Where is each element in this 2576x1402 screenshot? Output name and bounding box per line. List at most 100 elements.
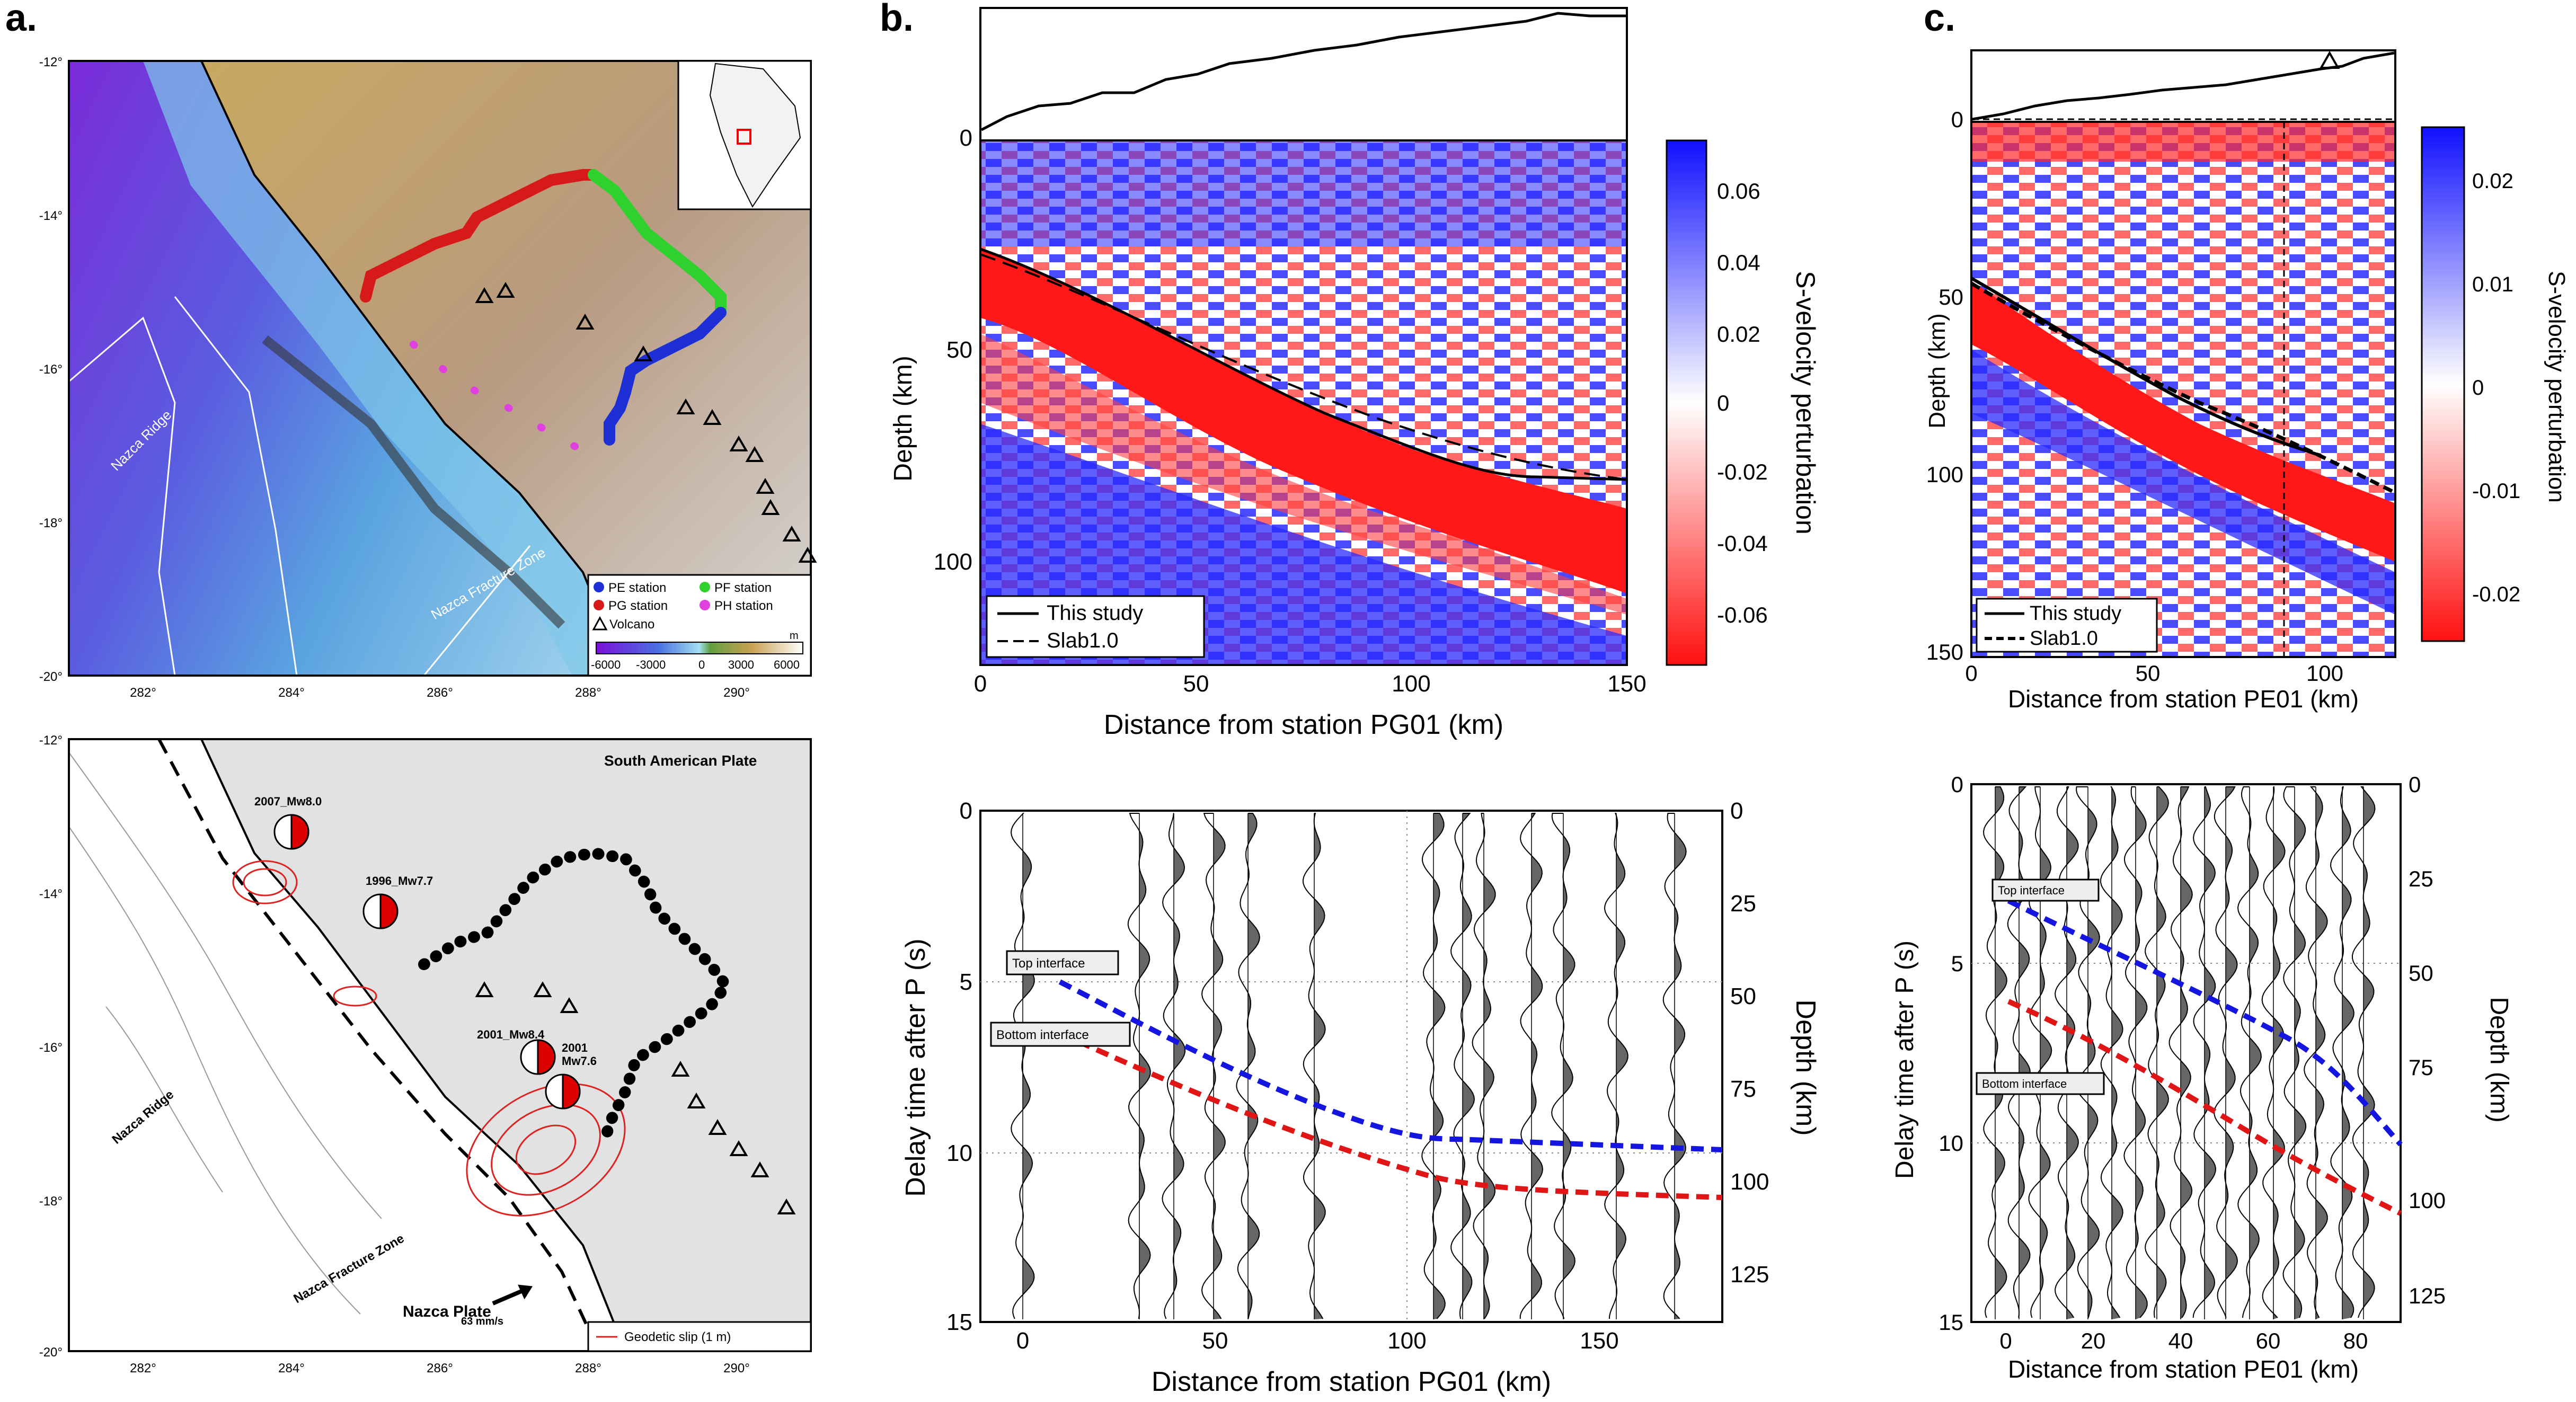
b-top-xticks: 0 50 100 150	[974, 671, 1646, 697]
xtick: 40	[2168, 1328, 2193, 1353]
legend-this-study: This study	[1047, 601, 1143, 625]
lon-tick: 282°	[130, 686, 156, 700]
ytick: 0	[1951, 107, 1963, 132]
ytick: 150	[1926, 640, 1963, 664]
lon-tick: 284°	[278, 1361, 305, 1376]
xtick: 150	[1607, 671, 1646, 697]
panel-b-letter: b.	[880, 0, 914, 39]
xtick: 50	[1202, 1328, 1228, 1354]
b-bottom-xlabel: Distance from station PG01 (km)	[1152, 1366, 1551, 1397]
c-legend-this-study: This study	[2030, 602, 2121, 625]
trace-line	[2304, 786, 2328, 1318]
inset-map	[677, 60, 812, 210]
lat-tick: -20°	[39, 1345, 63, 1360]
lat-tick: -16°	[39, 362, 63, 377]
trace-fill	[1139, 813, 1150, 1319]
ytick: 5	[960, 969, 972, 995]
topo-tick-5: 6000	[774, 658, 800, 671]
legend-pg-station: PG station	[608, 599, 668, 613]
trace-line	[1162, 813, 1186, 1319]
xtick: 60	[2256, 1328, 2281, 1353]
b-bottom-ylabel2: Depth (km)	[1790, 999, 1821, 1135]
trace-line	[2330, 786, 2354, 1318]
lat-tick: -12°	[39, 55, 63, 69]
xtick: 80	[2343, 1328, 2368, 1353]
plate-velocity-label: 63 mm/s	[461, 1316, 503, 1327]
trace-fill	[2040, 787, 2052, 1319]
trace-fill	[2112, 787, 2123, 1319]
c-legend-slab10: Slab1.0	[2030, 627, 2098, 650]
trace-fill	[1616, 813, 1628, 1319]
ytick: 100	[1926, 462, 1963, 487]
c-colorbar: 0.02 0.01 0 -0.01 -0.02 S-velocity pertu…	[2421, 126, 2570, 642]
trace-line	[2076, 786, 2100, 1318]
trace-fill	[1174, 813, 1185, 1319]
b-traces	[1010, 813, 1687, 1319]
lon-tick: 288°	[575, 1361, 601, 1376]
legend-pe-station: PE station	[608, 581, 666, 595]
topo-colorbar-unit: m	[790, 630, 799, 642]
c-bottom-ylabel2: Depth (km)	[2485, 997, 2513, 1122]
xtick: 100	[1392, 671, 1430, 697]
event-2001-76-mag: Mw7.6	[562, 1054, 597, 1068]
trace-line	[1127, 813, 1151, 1319]
top-map-lon-ticks: 282° 284° 286° 288° 290°	[130, 686, 750, 700]
trace-fill	[1563, 813, 1575, 1319]
depth-tick: 75	[2409, 1055, 2433, 1080]
depth-tick: 125	[1730, 1262, 1769, 1288]
b-bottom-ylabel: Delay time after P (s)	[900, 938, 931, 1196]
trace-line	[2237, 786, 2262, 1318]
trace-fill	[2088, 787, 2100, 1319]
tectonic-map	[68, 738, 812, 1352]
depth-tick: 125	[2409, 1283, 2446, 1308]
lon-tick: 286°	[427, 1361, 453, 1376]
c-bottom-xticks: 0 20 40 60 80	[1999, 1328, 2368, 1353]
c-top-yticks: 0 50 100 150	[1926, 107, 1963, 664]
topo-tick-3: 0	[698, 658, 705, 671]
ytick: 0	[960, 125, 972, 151]
trace-fill	[1248, 813, 1260, 1319]
bottom-map-lon-ticks: 282° 284° 286° 288° 290°	[130, 1361, 750, 1376]
trace-fill	[2295, 787, 2306, 1319]
ytick: 50	[946, 337, 972, 363]
event-1996: 1996_Mw7.7	[366, 874, 433, 888]
c-bottom-interface-label: Bottom interface	[1982, 1077, 2067, 1090]
trace-fill	[1214, 813, 1225, 1319]
c-bottom-interface-box: Bottom interface	[1976, 1072, 2105, 1095]
ytick: 10	[946, 1140, 972, 1166]
cbar-tick: -0.06	[1717, 602, 1768, 627]
ytick: 100	[934, 549, 972, 575]
trace-fill	[2067, 787, 2078, 1319]
b-top-interface-box: Top interface	[1006, 950, 1119, 975]
trace-line	[1519, 813, 1544, 1319]
c-top-interface-box: Top interface	[1991, 879, 2100, 902]
slip-legend: Geodetic slip (1 m)	[587, 1321, 812, 1352]
b-top-xlabel: Distance from station PG01 (km)	[1104, 709, 1503, 740]
trace-fill	[2363, 787, 2375, 1319]
trace-line	[1604, 813, 1628, 1319]
xtick: 50	[1183, 671, 1209, 697]
c-top-xticks: 0 50 100	[1965, 661, 2343, 686]
depth-tick: 0	[2409, 772, 2421, 797]
topo-tick-1: -6000	[591, 658, 621, 671]
xtick: 0	[1965, 661, 1977, 686]
trace-line	[2282, 786, 2307, 1318]
b-bottom-interface-label: Bottom interface	[996, 1028, 1089, 1042]
trace-fill	[2205, 787, 2216, 1319]
depth-tick: 50	[2409, 961, 2433, 986]
trace-line	[1983, 786, 2007, 1318]
event-2007: 2007_Mw8.0	[254, 795, 322, 808]
trace-line	[2123, 786, 2148, 1318]
cbar-tick: -0.04	[1717, 531, 1768, 556]
c-colorbar-label: S-velocity perturbation	[2544, 271, 2570, 503]
c-bottom-ylabel: Delay time after P (s)	[1891, 940, 1919, 1179]
volcano-markers	[475, 282, 817, 563]
trace-fill	[1484, 813, 1495, 1319]
trace-fill	[2316, 787, 2327, 1319]
panel-a-letter: a.	[5, 0, 37, 39]
cbar-tick: 0	[2472, 376, 2484, 400]
cbar-tick: -0.01	[2472, 480, 2520, 503]
lat-tick: -14°	[39, 209, 63, 223]
event-2001-76: 2001	[562, 1041, 588, 1054]
